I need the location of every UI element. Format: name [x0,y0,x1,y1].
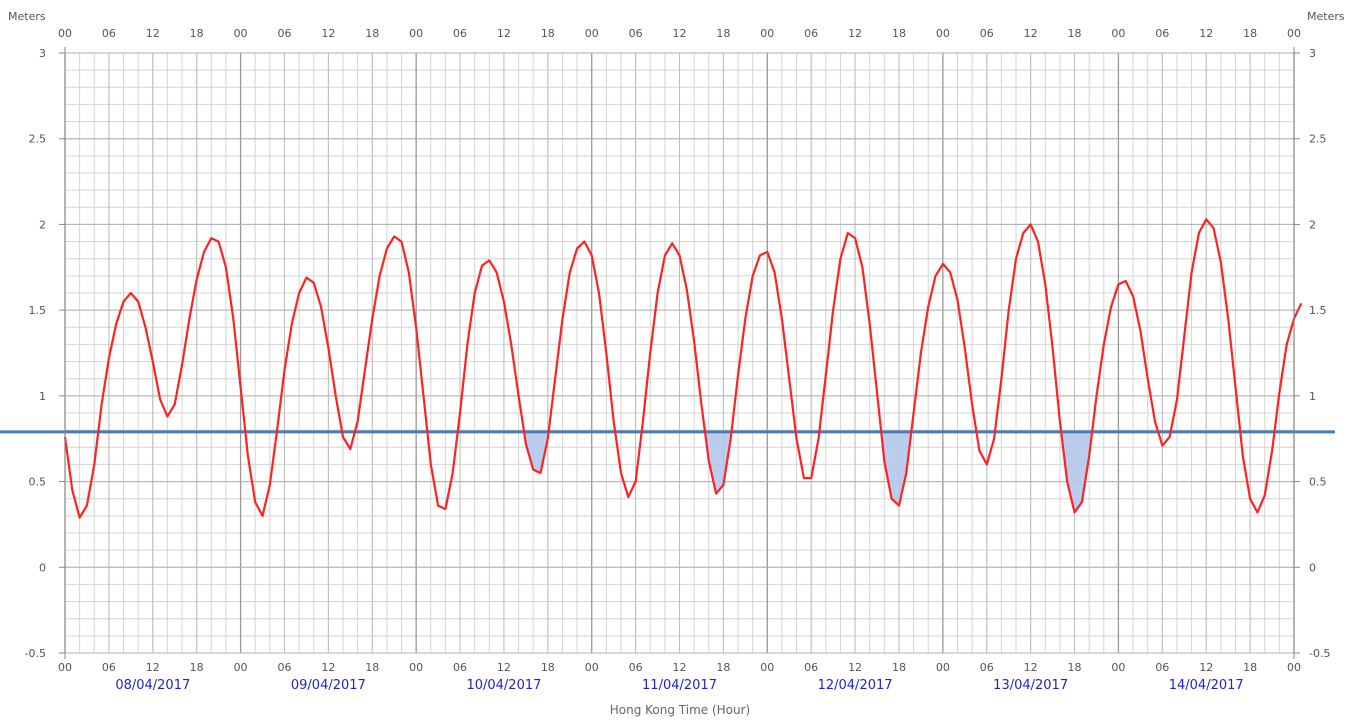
x-tick-label-bottom: 06 [980,661,994,674]
below-threshold-fill [705,431,732,494]
x-tick-label-bottom: 00 [585,661,599,674]
y-tick-label-right: -0.5 [1309,647,1330,660]
x-tick-label-top: 06 [102,27,116,40]
x-tick-label-top: 00 [58,27,72,40]
date-label: 13/04/2017 [993,678,1068,693]
date-label: 10/04/2017 [466,678,541,693]
tide-series-line [63,218,1303,519]
x-axis-top-hour-ticks: 00 06 12 18 00 06 12 18 00 06 12 18 00 06 12 18 00 06 12 18… [58,27,1301,40]
x-tick-label-top: 18 [365,27,379,40]
x-tick-label-top: 06 [980,27,994,40]
date-label: 09/04/2017 [291,678,366,693]
y-tick-label-right: 0 [1309,561,1316,574]
x-tick-label-top: 18 [190,27,204,40]
x-tick-label-bottom: 00 [1111,661,1125,674]
x-tick-label-top: 12 [1199,27,1213,40]
x-tick-label-bottom: 00 [760,661,774,674]
x-tick-label-top: 12 [321,27,335,40]
y-tick-label-left: 2.5 [29,133,47,146]
x-tick-label-top: 00 [936,27,950,40]
x-tick-label-bottom: 06 [629,661,643,674]
x-tick-label-bottom: 18 [1068,661,1082,674]
y-axis-left-ticks: -0.5 0 0.5 1 1.5 2 2.5 3 [25,47,65,660]
x-tick-label-top: 06 [277,27,291,40]
y-axis-right-ticks: -0.5 0 0.5 1 1.5 2 2.5 3 [1294,47,1330,660]
x-tick-label-bottom: 18 [1243,661,1257,674]
y-tick-label-right: 3 [1309,47,1316,60]
x-tick-label-bottom: 12 [1024,661,1038,674]
x-axis-title: Hong Kong Time (Hour) [610,703,751,717]
y-tick-label-left: 0 [39,561,46,574]
y-axis-right-unit: Meters [1307,10,1345,23]
below-threshold-fill [1061,431,1093,513]
x-tick-label-bottom: 06 [102,661,116,674]
x-tick-label-bottom: 18 [190,661,204,674]
x-tick-label-top: 06 [804,27,818,40]
x-tick-label-top: 12 [848,27,862,40]
date-label: 12/04/2017 [818,678,893,693]
y-tick-label-right: 2 [1309,218,1316,231]
x-tick-label-bottom: 06 [804,661,818,674]
date-label: 11/04/2017 [642,678,717,693]
date-label: 08/04/2017 [115,678,190,693]
x-tick-label-bottom: 00 [58,661,72,674]
x-tick-label-top: 12 [673,27,687,40]
x-tick-label-bottom: 06 [277,661,291,674]
y-tick-label-left: 3 [39,47,46,60]
y-tick-label-left: -0.5 [25,647,46,660]
x-tick-label-top: 12 [146,27,160,40]
x-tick-label-top: 18 [541,27,555,40]
y-tick-label-left: 1.5 [29,304,47,317]
x-tick-label-bottom: 06 [453,661,467,674]
x-tick-label-top: 00 [1287,27,1301,40]
x-tick-label-top: 00 [409,27,423,40]
x-tick-label-top: 18 [1068,27,1082,40]
y-tick-label-left: 1 [39,390,46,403]
y-tick-label-right: 0.5 [1309,476,1327,489]
x-tick-label-bottom: 18 [541,661,555,674]
x-tick-label-top: 00 [234,27,248,40]
x-tick-label-bottom: 12 [321,661,335,674]
x-tick-label-top: 06 [1155,27,1169,40]
x-tick-label-bottom: 18 [892,661,906,674]
x-tick-label-bottom: 12 [1199,661,1213,674]
x-tick-label-bottom: 00 [234,661,248,674]
x-tick-label-bottom: 12 [673,661,687,674]
below-threshold-fill [881,431,912,506]
x-tick-label-bottom: 12 [497,661,511,674]
x-tick-label-top: 12 [497,27,511,40]
axes [64,47,1295,659]
x-tick-label-bottom: 12 [146,661,160,674]
x-tick-label-top: 18 [716,27,730,40]
x-tick-label-top: 12 [1024,27,1038,40]
x-tick-label-top: 06 [629,27,643,40]
x-tick-label-top: 00 [585,27,599,40]
x-tick-label-bottom: 06 [1155,661,1169,674]
x-tick-label-bottom: 18 [716,661,730,674]
date-label: 14/04/2017 [1169,678,1244,693]
x-tick-label-bottom: 00 [409,661,423,674]
y-axis-left-unit: Meters [8,10,46,23]
x-tick-label-top: 00 [760,27,774,40]
y-tick-label-left: 2 [39,218,46,231]
y-tick-label-right: 1.5 [1309,304,1327,317]
x-axis-bottom-hour-ticks: 00 06 12 18 00 06 12 18 00 06 12 18 00 06 12 18 00 06 12 18… [58,661,1301,674]
x-tick-label-bottom: 00 [1287,661,1301,674]
x-tick-label-top: 00 [1111,27,1125,40]
x-tick-label-top: 18 [892,27,906,40]
x-tick-label-bottom: 18 [365,661,379,674]
x-tick-label-top: 06 [453,27,467,40]
x-tick-label-bottom: 00 [936,661,950,674]
y-tick-label-right: 1 [1309,390,1316,403]
y-tick-label-right: 2.5 [1309,133,1327,146]
grid-major [64,52,1295,654]
date-labels: 08/04/2017 09/04/2017 10/04/2017 11/04/2017… [115,678,1243,693]
y-tick-label-left: 0.5 [29,476,47,489]
x-tick-label-bottom: 12 [848,661,862,674]
x-tick-label-top: 18 [1243,27,1257,40]
